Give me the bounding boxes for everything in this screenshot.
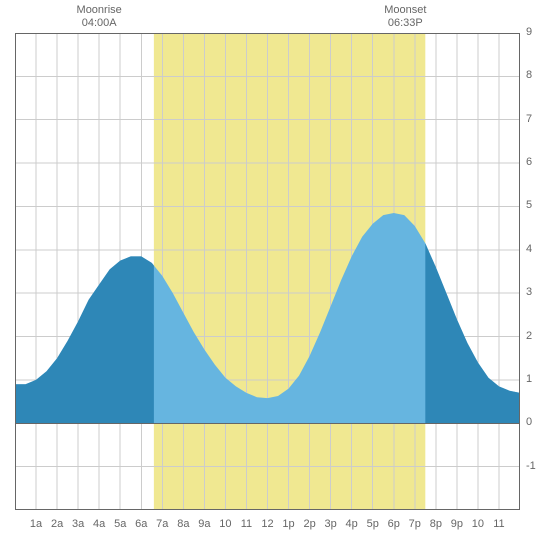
- moonset-time: 06:33P: [375, 17, 435, 30]
- tide-chart: [0, 0, 550, 550]
- moonset-title: Moonset: [375, 4, 435, 17]
- moonrise-time: 04:00A: [69, 17, 129, 30]
- y-tick-label: 0: [526, 416, 546, 428]
- x-tick-label: 9a: [198, 518, 210, 530]
- x-tick-label: 8a: [177, 518, 189, 530]
- moonrise-label: Moonrise04:00A: [69, 4, 129, 30]
- x-tick-label: 9p: [451, 518, 463, 530]
- x-tick-label: 10: [219, 518, 231, 530]
- x-tick-label: 7a: [156, 518, 168, 530]
- x-tick-label: 4p: [346, 518, 358, 530]
- x-tick-label: 2a: [51, 518, 63, 530]
- x-tick-label: 12: [261, 518, 273, 530]
- y-tick-label: 1: [526, 373, 546, 385]
- x-tick-label: 11: [493, 518, 504, 530]
- x-tick-label: 1a: [30, 518, 42, 530]
- y-tick-label: 3: [526, 286, 546, 298]
- y-tick-label: 5: [526, 199, 546, 211]
- x-tick-label: 5a: [114, 518, 126, 530]
- x-tick-label: 7p: [409, 518, 421, 530]
- x-tick-label: 5p: [367, 518, 379, 530]
- y-tick-label: 6: [526, 156, 546, 168]
- x-tick-label: 3a: [72, 518, 84, 530]
- chart-container: { "chart": { "type": "area", "width": 55…: [0, 0, 550, 550]
- x-tick-label: 1p: [282, 518, 294, 530]
- moonset-label: Moonset06:33P: [375, 4, 435, 30]
- x-tick-label: 2p: [303, 518, 315, 530]
- moonrise-title: Moonrise: [69, 4, 129, 17]
- x-tick-label: 6p: [388, 518, 400, 530]
- x-tick-label: 3p: [325, 518, 337, 530]
- x-tick-label: 6a: [135, 518, 147, 530]
- y-tick-label: 2: [526, 330, 546, 342]
- x-tick-label: 11: [241, 518, 252, 530]
- x-tick-label: 8p: [430, 518, 442, 530]
- y-tick-label: 9: [526, 26, 546, 38]
- y-tick-label: 7: [526, 113, 546, 125]
- y-tick-label: 4: [526, 243, 546, 255]
- x-tick-label: 4a: [93, 518, 105, 530]
- x-tick-label: 10: [472, 518, 484, 530]
- y-tick-label: 8: [526, 69, 546, 81]
- y-tick-label: -1: [526, 460, 546, 472]
